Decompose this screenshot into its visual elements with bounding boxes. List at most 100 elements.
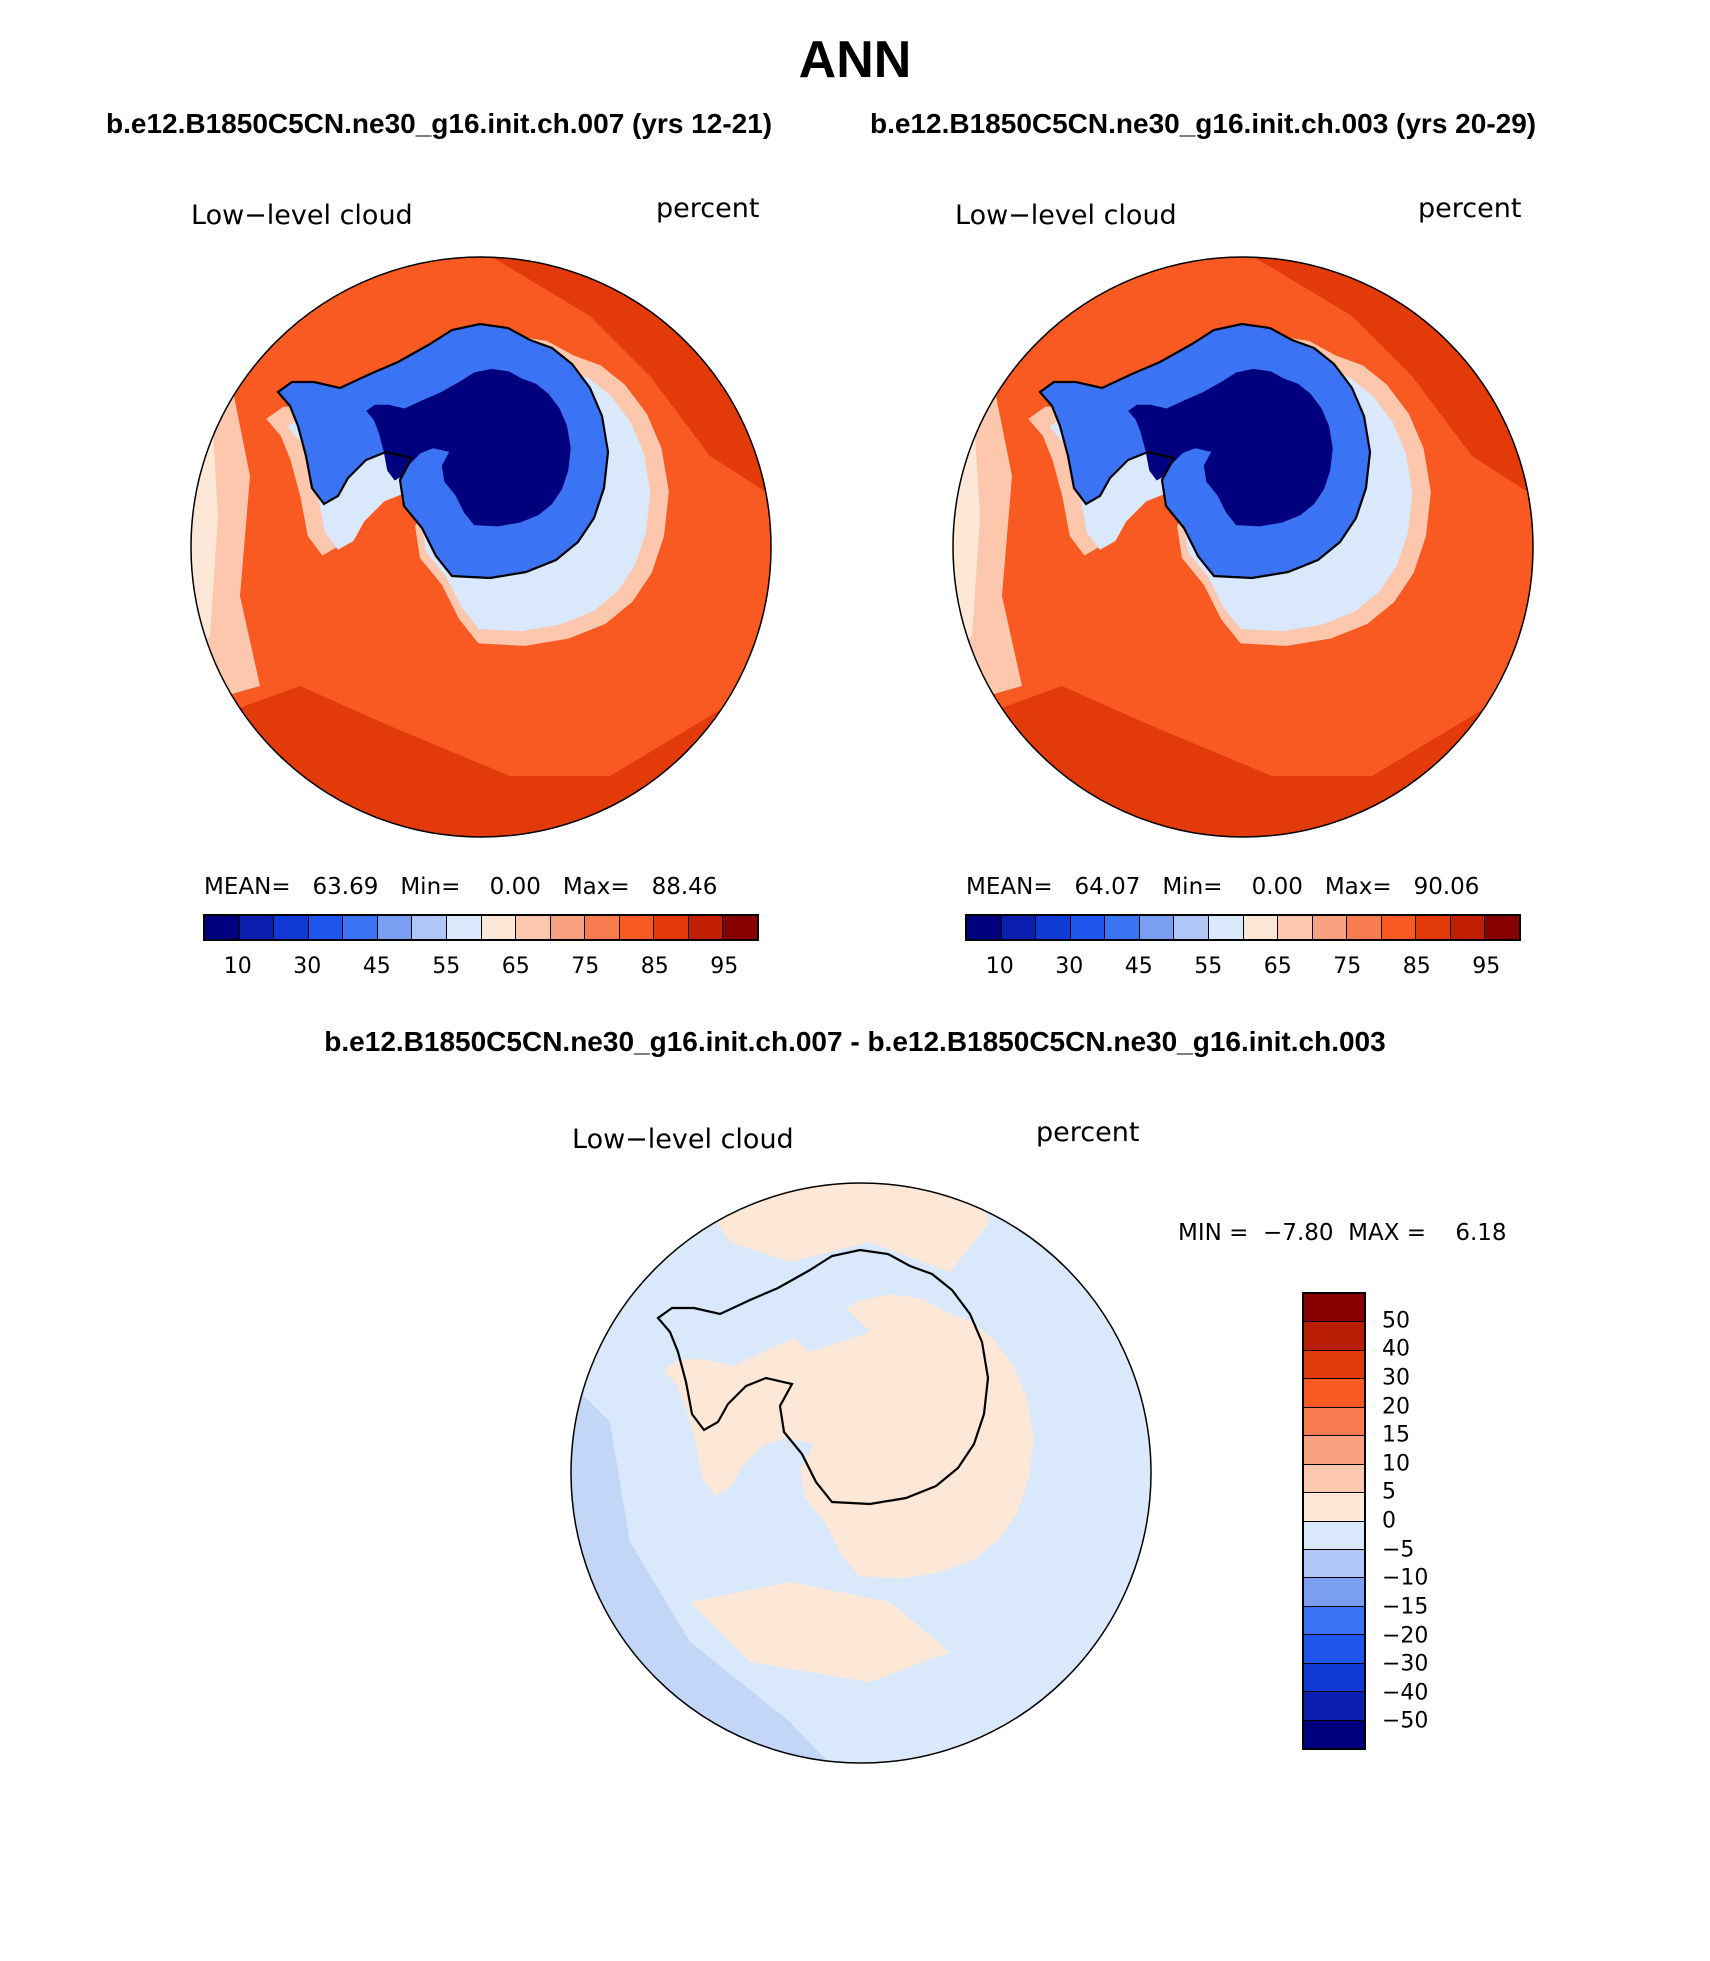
- colorbar-tick-label: 40: [1382, 1336, 1410, 1362]
- colorbar-box: [619, 916, 655, 939]
- right-max-label: Max=: [1324, 874, 1392, 900]
- colorbar-box: [1304, 1493, 1364, 1522]
- colorbar-box: [1070, 916, 1106, 939]
- left-max-label: Max=: [562, 874, 630, 900]
- colorbar-box: [412, 916, 447, 939]
- colorbar-box: [239, 916, 275, 939]
- left-mean-label: MEAN=: [204, 874, 291, 900]
- left-max-value: 88.46: [651, 874, 718, 900]
- map-fill: [571, 1183, 1151, 1763]
- right-colorbar: [965, 914, 1521, 941]
- right-units-label: percent: [1418, 193, 1522, 224]
- colorbar-box: [274, 916, 309, 939]
- colorbar-box: [1304, 1549, 1364, 1579]
- colorbar-box: [550, 916, 586, 939]
- colorbar-box: [481, 916, 517, 939]
- left-case-title: b.e12.B1850C5CN.ne30_g16.init.ch.007 (yr…: [106, 108, 773, 139]
- diff-variable-label: Low−level cloud: [572, 1124, 794, 1155]
- colorbar-box: [1304, 1350, 1364, 1380]
- colorbar-tick-label: 65: [501, 954, 530, 979]
- left-min-label: Min=: [400, 874, 461, 900]
- coastline: [276, 322, 610, 580]
- map-boundary: [952, 256, 1534, 838]
- right-max-value: 90.06: [1413, 874, 1480, 900]
- colorbar-tick-label: 65: [1263, 954, 1292, 979]
- colorbar-tick-label: 20: [1382, 1394, 1410, 1419]
- colorbar-box: [1304, 1464, 1364, 1494]
- colorbar-tick-label: −10: [1382, 1565, 1429, 1591]
- diff-colorbar-labels: 50 40 30 20 15 10 5 0 −5 −10 −15 −20 −30 −40 −50: [1382, 1292, 1462, 1750]
- colorbar-box: [1036, 916, 1071, 939]
- colorbar-box: [1304, 1692, 1364, 1721]
- colorbar-tick-label: 45: [1124, 954, 1153, 979]
- colorbar-box: [516, 916, 551, 939]
- colorbar-box: [1304, 1379, 1364, 1408]
- colorbar-tick-label: 85: [1402, 954, 1431, 979]
- map-fill: [191, 257, 771, 837]
- diff-stats: MIN = −7.80 MAX = 6.18: [1178, 1220, 1507, 1246]
- map-boundary: [190, 256, 772, 838]
- colorbar-tick-label: 95: [710, 954, 739, 979]
- colorbar-box: [654, 916, 689, 939]
- coastline: [656, 1248, 990, 1506]
- left-min-value: 0.00: [489, 874, 541, 900]
- colorbar-box: [446, 916, 482, 939]
- colorbar-box: [967, 916, 1002, 939]
- colorbar-box: [1174, 916, 1209, 939]
- colorbar-tick-label: 15: [1382, 1422, 1410, 1448]
- left-mean-value: 63.69: [312, 874, 379, 900]
- colorbar-tick-label: 75: [571, 954, 600, 979]
- colorbar-box: [1416, 916, 1451, 939]
- difference-title: b.e12.B1850C5CN.ne30_g16.init.ch.007 - b…: [324, 1026, 1386, 1057]
- colorbar-box: [1450, 916, 1486, 939]
- colorbar-tick-label: −15: [1382, 1594, 1429, 1620]
- right-polar-map: [952, 256, 1534, 838]
- colorbar-tick-label: 10: [223, 954, 252, 979]
- right-min-label: Min=: [1162, 874, 1223, 900]
- colorbar-box: [1243, 916, 1279, 939]
- left-units-label: percent: [656, 193, 760, 224]
- colorbar-box: [1304, 1720, 1364, 1748]
- continent-core: [366, 368, 571, 527]
- colorbar-box: [1304, 1663, 1364, 1693]
- right-mean-value: 64.07: [1074, 874, 1141, 900]
- colorbar-tick-label: 95: [1472, 954, 1501, 979]
- colorbar-box: [1304, 1606, 1364, 1636]
- diff-units-label: percent: [1036, 1117, 1140, 1148]
- positive-anomaly: [690, 1183, 990, 1272]
- coastline: [1038, 322, 1372, 580]
- colorbar-tick-label: 30: [1055, 954, 1084, 979]
- positive-anomaly: [690, 1582, 950, 1682]
- colorbar-box: [1208, 916, 1244, 939]
- colorbar-box: [1304, 1521, 1364, 1550]
- left-colorbar: [203, 914, 759, 941]
- colorbar-box: [1485, 916, 1519, 939]
- figure-title: ANN: [798, 31, 912, 89]
- colorbar-tick-label: 75: [1333, 954, 1362, 979]
- colorbar-tick-label: −5: [1382, 1537, 1415, 1563]
- left-polar-map: [190, 256, 772, 838]
- colorbar-tick-label: 55: [432, 954, 461, 979]
- colorbar-box: [1312, 916, 1348, 939]
- colorbar-box: [1304, 1635, 1364, 1664]
- colorbar-tick-label: 0: [1382, 1508, 1396, 1534]
- right-case-title: b.e12.B1850C5CN.ne30_g16.init.ch.003 (yr…: [870, 108, 1537, 139]
- negative-anomaly: [750, 1292, 870, 1352]
- colorbar-box: [688, 916, 724, 939]
- diff-min-label: MIN =: [1178, 1220, 1249, 1246]
- colorbar-box: [1381, 916, 1417, 939]
- colorbar-box: [723, 916, 757, 939]
- map-boundary: [570, 1182, 1152, 1764]
- colorbar-tick-label: 5: [1382, 1479, 1396, 1505]
- colorbar-tick-label: 55: [1194, 954, 1223, 979]
- continent-core: [1128, 368, 1333, 527]
- diff-max-label: MAX =: [1348, 1220, 1427, 1246]
- colorbar-box: [585, 916, 620, 939]
- colorbar-box: [205, 916, 240, 939]
- diff-min-value: −7.80: [1263, 1220, 1334, 1246]
- colorbar-box: [1001, 916, 1037, 939]
- left-colorbar-labels: 10 30 45 55 65 75 85 95: [203, 954, 759, 984]
- colorbar-box: [1304, 1322, 1364, 1351]
- colorbar-box: [1304, 1436, 1364, 1465]
- left-variable-label: Low−level cloud: [191, 200, 413, 231]
